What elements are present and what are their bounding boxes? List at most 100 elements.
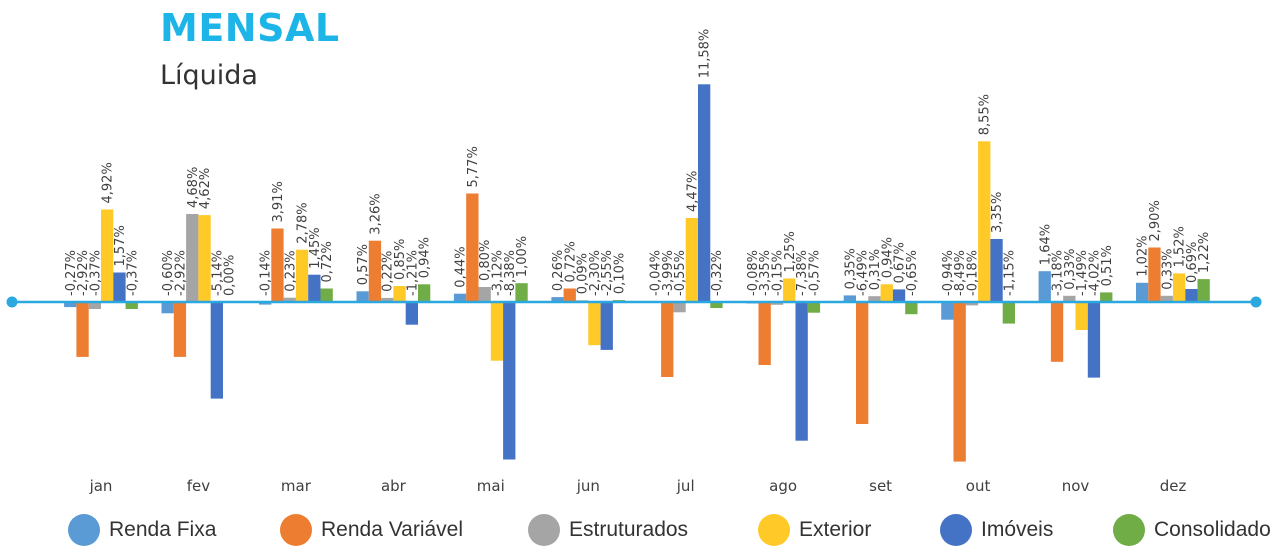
legend-label: Consolidado xyxy=(1154,517,1271,541)
x-tick-label: out xyxy=(966,477,991,495)
bar xyxy=(1173,273,1186,302)
data-label: -0,60% xyxy=(161,250,176,296)
data-label: 0,80% xyxy=(478,240,493,281)
bar xyxy=(271,228,284,302)
data-label: 1,52% xyxy=(1173,226,1188,267)
data-label: 1,57% xyxy=(113,225,128,266)
legend-item: Renda Fixa xyxy=(68,513,217,546)
bar xyxy=(978,141,991,302)
legend-item: Estruturados xyxy=(528,513,688,546)
bar xyxy=(113,272,126,302)
data-label: 1,64% xyxy=(1038,224,1053,265)
data-label: 0,67% xyxy=(893,242,908,283)
data-label: -2,92% xyxy=(76,250,91,296)
data-label: -0,08% xyxy=(746,250,761,296)
data-label: -8,38% xyxy=(503,250,518,296)
data-label: 0,33% xyxy=(1063,248,1078,289)
data-label: -3,99% xyxy=(661,250,676,296)
bar xyxy=(1100,292,1113,302)
legend-swatch xyxy=(758,513,790,546)
bar xyxy=(953,302,966,462)
bar xyxy=(588,302,601,346)
data-label: -2,92% xyxy=(174,250,189,296)
legend-swatch xyxy=(528,513,560,546)
data-label: 2,90% xyxy=(1148,200,1163,241)
data-label: 0,57% xyxy=(356,244,371,285)
bar xyxy=(1063,295,1076,302)
data-label: 3,91% xyxy=(271,181,286,222)
bar xyxy=(710,302,723,308)
bar xyxy=(186,214,199,302)
bar xyxy=(503,302,516,460)
bar xyxy=(990,239,1003,302)
data-label: -3,18% xyxy=(1051,250,1066,296)
x-tick-label: dez xyxy=(1160,477,1187,495)
legend-swatch xyxy=(1113,513,1145,546)
bar xyxy=(1136,282,1149,302)
bar xyxy=(478,287,491,302)
data-label: -0,94% xyxy=(941,250,956,296)
data-label: -2,30% xyxy=(588,250,603,296)
bar xyxy=(393,286,406,302)
x-tick-label: ago xyxy=(769,477,797,495)
bar xyxy=(1148,247,1161,302)
bar xyxy=(783,278,796,302)
bar xyxy=(600,302,613,350)
data-label: 0,94% xyxy=(880,237,895,278)
bar xyxy=(405,302,418,325)
legend-item: Exterior xyxy=(758,513,871,546)
bar xyxy=(515,283,528,302)
data-label: -7,38% xyxy=(795,250,810,296)
data-label: -0,14% xyxy=(259,250,274,296)
bar-chart: -0,27%-2,92%-0,37%4,92%1,57%-0,37%jan-0,… xyxy=(6,29,1262,495)
x-tick-label: abr xyxy=(381,477,407,495)
bar xyxy=(1185,289,1198,302)
data-label: -1,21% xyxy=(405,250,420,296)
data-label: 8,55% xyxy=(978,94,993,135)
axis-end-dot xyxy=(1250,296,1262,308)
bar xyxy=(418,284,431,302)
data-label: 2,78% xyxy=(296,202,311,243)
x-tick-label: set xyxy=(869,477,892,495)
bar xyxy=(320,288,333,302)
x-tick-label: jun xyxy=(576,477,600,495)
data-label: -0,32% xyxy=(710,250,725,296)
data-label: 0,44% xyxy=(454,246,469,287)
bar xyxy=(1197,279,1210,302)
bar xyxy=(76,302,89,357)
data-label: 0,72% xyxy=(320,241,335,282)
legend-label: Renda Fixa xyxy=(109,517,217,541)
data-label: 0,85% xyxy=(393,239,408,280)
bar xyxy=(173,302,187,357)
data-label: 1,22% xyxy=(1197,232,1212,273)
bar xyxy=(843,295,856,302)
bar xyxy=(295,249,309,302)
bar xyxy=(856,302,869,424)
legend-swatch xyxy=(68,513,100,546)
bar xyxy=(161,302,174,314)
chart-legend: Renda Fixa Renda Variável Estruturados Exte… xyxy=(0,513,1284,546)
bar xyxy=(1075,302,1088,330)
data-label: -6,49% xyxy=(856,250,871,296)
bar xyxy=(101,209,114,302)
bar xyxy=(64,302,77,308)
data-label: -0,15% xyxy=(771,250,786,296)
data-label: 0,22% xyxy=(381,251,396,292)
data-label: -1,49% xyxy=(1075,250,1090,296)
bar xyxy=(905,302,918,315)
bar xyxy=(1050,302,1064,362)
x-tick-label: mar xyxy=(281,477,312,495)
data-label: 11,58% xyxy=(698,29,713,79)
bar xyxy=(125,302,138,309)
x-tick-label: jan xyxy=(89,477,113,495)
data-label: 0,33% xyxy=(1160,248,1175,289)
bar xyxy=(892,289,906,302)
bar xyxy=(453,293,467,302)
data-label: -4,02% xyxy=(1088,250,1103,296)
data-label: 0,00% xyxy=(223,255,238,296)
chart-subtitle: Líquida xyxy=(160,60,258,91)
bar xyxy=(381,297,394,302)
legend-swatch xyxy=(940,513,972,546)
bar xyxy=(368,240,382,302)
data-label: -8,49% xyxy=(953,250,968,296)
